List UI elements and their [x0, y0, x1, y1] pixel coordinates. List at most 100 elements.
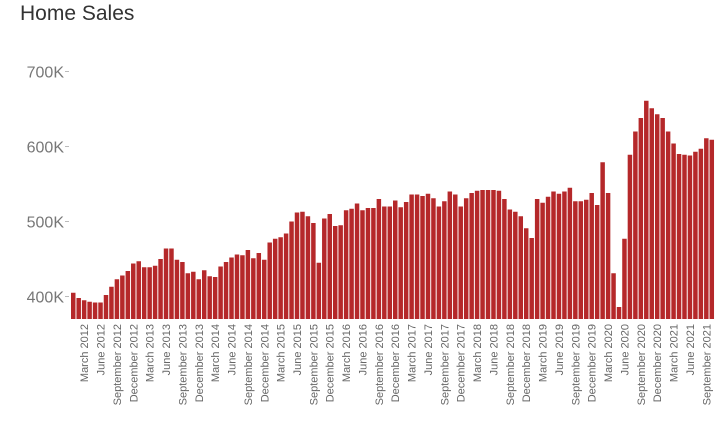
bar-2020-01 [594, 205, 600, 319]
bar-2019-09 [573, 201, 578, 319]
bar-2018-12 [523, 228, 529, 319]
bar-2015-10 [316, 262, 322, 319]
x-tick-label: March 2016 [341, 324, 353, 382]
bar-2018-09 [507, 209, 513, 319]
bar-2020-04 [611, 273, 616, 319]
bar-2021-05 [682, 154, 687, 319]
bar-2016-12 [393, 200, 398, 319]
bar-2019-03 [540, 202, 545, 319]
bar-2013-04 [152, 265, 158, 319]
y-axis: 400K 500K 600K 700K [27, 65, 69, 307]
bar-2020-09 [638, 118, 644, 319]
x-tick-label: June 2016 [358, 324, 370, 375]
bar-2018-11 [518, 216, 524, 319]
x-tick-label: December 2018 [521, 324, 533, 402]
bar-2017-09 [442, 201, 447, 319]
bar-2012-05 [92, 302, 98, 319]
x-tick-label: March 2012 [79, 324, 91, 382]
bar-2013-03 [147, 267, 152, 319]
bar-2015-06 [294, 212, 300, 319]
bar-2018-04 [480, 190, 485, 319]
x-tick-label: December 2020 [652, 324, 664, 402]
bar-2021-04 [676, 154, 682, 319]
y-tick-label: 500K [27, 215, 65, 232]
bar-2012-03 [81, 300, 87, 319]
bar-2012-12 [131, 263, 136, 319]
bar-2014-06 [229, 257, 234, 319]
bar-2013-02 [141, 267, 147, 319]
x-tick-label: June 2013 [161, 324, 173, 375]
bar-2018-02 [469, 193, 474, 319]
bar-2019-11 [584, 199, 589, 319]
bar-2020-08 [633, 131, 638, 319]
bar-2016-05 [354, 203, 360, 319]
bar-2017-10 [447, 191, 453, 319]
bar-2015-08 [305, 216, 311, 319]
bar-2012-02 [76, 298, 81, 319]
bar-2017-07 [431, 198, 436, 319]
x-tick-label: March 2018 [472, 324, 484, 382]
bar-2017-12 [458, 206, 463, 319]
bar-2016-06 [360, 210, 365, 319]
x-tick-label: December 2015 [325, 324, 337, 402]
x-tick-label: September 2018 [505, 324, 517, 405]
bar-2014-08 [240, 255, 245, 319]
x-tick-label: March 2013 [145, 324, 157, 382]
bar-2017-02 [403, 202, 409, 319]
bar-2018-08 [502, 199, 507, 319]
bar-2017-05 [420, 196, 425, 319]
bar-2021-08 [698, 148, 704, 319]
bar-2018-05 [485, 190, 491, 319]
bar-2021-09 [704, 138, 709, 319]
x-tick-label: March 2017 [407, 324, 419, 382]
bar-2018-03 [474, 190, 480, 319]
bar-2014-02 [207, 276, 212, 319]
bar-2016-01 [332, 226, 338, 319]
bar-2012-07 [103, 295, 109, 319]
x-tick-label: March 2019 [538, 324, 550, 382]
bar-2015-09 [311, 223, 316, 319]
bar-2020-02 [600, 162, 605, 319]
bar-2016-08 [371, 208, 376, 319]
x-tick-label: December 2019 [587, 324, 599, 402]
bars-group [71, 100, 715, 319]
bar-2015-01 [267, 242, 272, 319]
y-tick-label: 400K [27, 290, 65, 307]
bar-2016-03 [343, 210, 349, 319]
bar-2015-05 [289, 221, 294, 319]
x-tick-label: September 2013 [177, 324, 189, 405]
bar-2013-05 [158, 259, 163, 319]
bar-2016-11 [387, 206, 393, 319]
x-tick-label: June 2012 [96, 324, 108, 375]
bar-2013-12 [196, 279, 202, 319]
bar-2014-07 [234, 254, 240, 319]
x-tick-label: June 2021 [685, 324, 697, 375]
x-tick-label: June 2020 [620, 324, 632, 375]
bar-2015-12 [327, 214, 332, 319]
bar-2021-02 [665, 131, 671, 319]
bar-2020-12 [654, 114, 660, 319]
x-tick-label: September 2021 [701, 324, 713, 405]
x-tick-label: March 2020 [603, 324, 615, 382]
bar-2014-05 [223, 262, 229, 319]
bar-2015-11 [322, 218, 327, 319]
x-tick-label: September 2020 [636, 324, 648, 405]
bar-2019-08 [567, 187, 573, 319]
bar-2021-10 [709, 139, 715, 319]
bar-2014-03 [212, 277, 218, 319]
x-tick-label: June 2018 [489, 324, 501, 375]
bar-2013-10 [185, 273, 191, 319]
bar-2014-01 [201, 270, 207, 319]
bar-2018-10 [513, 211, 518, 319]
bar-2021-03 [671, 143, 676, 319]
bar-2019-05 [551, 191, 556, 319]
bar-2017-06 [425, 193, 431, 319]
bar-2013-06 [163, 248, 169, 319]
bar-2014-09 [245, 250, 251, 319]
bar-2018-01 [463, 198, 469, 319]
x-tick-label: December 2017 [456, 324, 468, 402]
bar-2013-11 [191, 271, 196, 319]
bar-2012-11 [125, 271, 131, 319]
bar-2014-11 [256, 253, 262, 319]
